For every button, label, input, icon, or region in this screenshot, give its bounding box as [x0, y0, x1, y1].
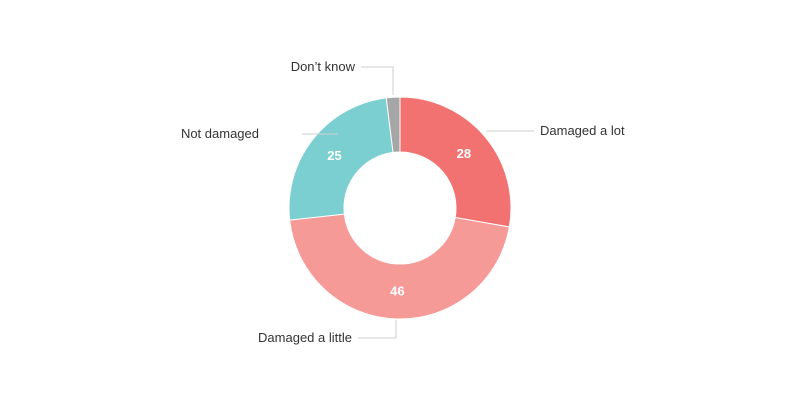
slice-don-t-know — [385, 96, 401, 153]
slice-label-damaged-a-little: Damaged a little — [258, 330, 352, 345]
slices-layer — [288, 96, 512, 320]
slice-value-damaged-a-lot: 28 — [457, 146, 471, 161]
leader-line-don-t-know — [361, 66, 394, 95]
slice-value-not-damaged: 25 — [327, 148, 341, 163]
slice-damaged-a-little — [289, 213, 510, 320]
leader-line-damaged-a-little — [358, 320, 397, 339]
slice-values: 28 46 25 — [327, 146, 471, 298]
slice-labels: Damaged a lot Damaged a little Not damaged… — [181, 59, 625, 345]
leader-lines — [302, 66, 534, 339]
slice-label-not-damaged: Not damaged — [181, 126, 259, 141]
slice-value-damaged-a-little: 46 — [390, 283, 404, 298]
slice-label-damaged-a-lot: Damaged a lot — [540, 123, 625, 138]
slice-damaged-a-lot — [399, 96, 512, 228]
slice-not-damaged — [288, 97, 394, 221]
slice-label-don-t-know: Don’t know — [291, 59, 356, 74]
